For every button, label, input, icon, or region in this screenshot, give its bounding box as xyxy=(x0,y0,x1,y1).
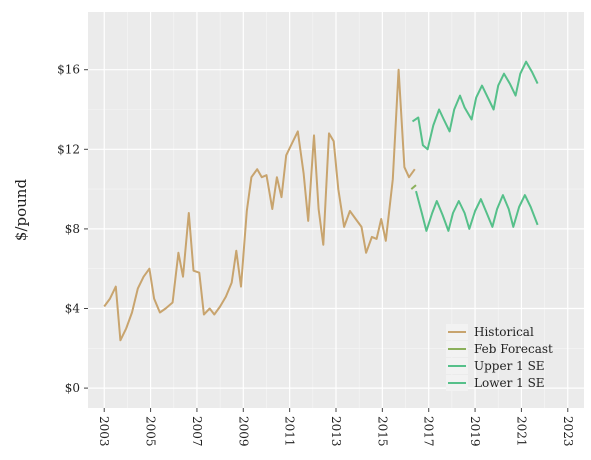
y-tick-label: $12 xyxy=(57,142,80,156)
legend-label: Lower 1 SE xyxy=(474,376,545,390)
y-axis-label: $/pound xyxy=(12,179,30,242)
x-tick-label: 2009 xyxy=(236,416,250,447)
x-tick-label: 2023 xyxy=(561,416,575,447)
x-tick-label: 2007 xyxy=(190,416,204,447)
x-tick-label: 2013 xyxy=(329,416,343,447)
x-tick-label: 2021 xyxy=(514,416,528,447)
x-axis: 2003 2005 2007 2009 2011 2013 2015 2017 2019 2021… xyxy=(97,408,575,447)
x-tick-label: 2005 xyxy=(144,416,158,447)
y-tick-label: $4 xyxy=(65,302,81,316)
x-tick-label: 2017 xyxy=(422,416,436,447)
x-tick-label: 2019 xyxy=(468,416,482,447)
y-tick-label: $8 xyxy=(65,222,80,236)
x-tick-label: 2003 xyxy=(97,416,111,447)
x-tick-label: 2015 xyxy=(375,416,389,447)
legend-label: Feb Forecast xyxy=(474,342,553,356)
legend-label: Upper 1 SE xyxy=(474,359,545,373)
y-axis: $0 $4 $8 $12 $16 xyxy=(57,63,88,395)
series-layer xyxy=(103,60,539,342)
series-line-lower-1-se xyxy=(415,190,539,232)
x-tick-label: 2011 xyxy=(283,416,297,447)
y-tick-label: $16 xyxy=(57,63,80,77)
legend: Historical Feb Forecast Upper 1 SE Lower 1 … xyxy=(446,324,553,391)
y-tick-label: $0 xyxy=(65,381,80,395)
series-line-feb-forecast xyxy=(410,184,417,190)
legend-label: Historical xyxy=(474,325,534,339)
series-line-upper-1-se xyxy=(411,60,539,151)
series-line-historical xyxy=(103,68,416,342)
